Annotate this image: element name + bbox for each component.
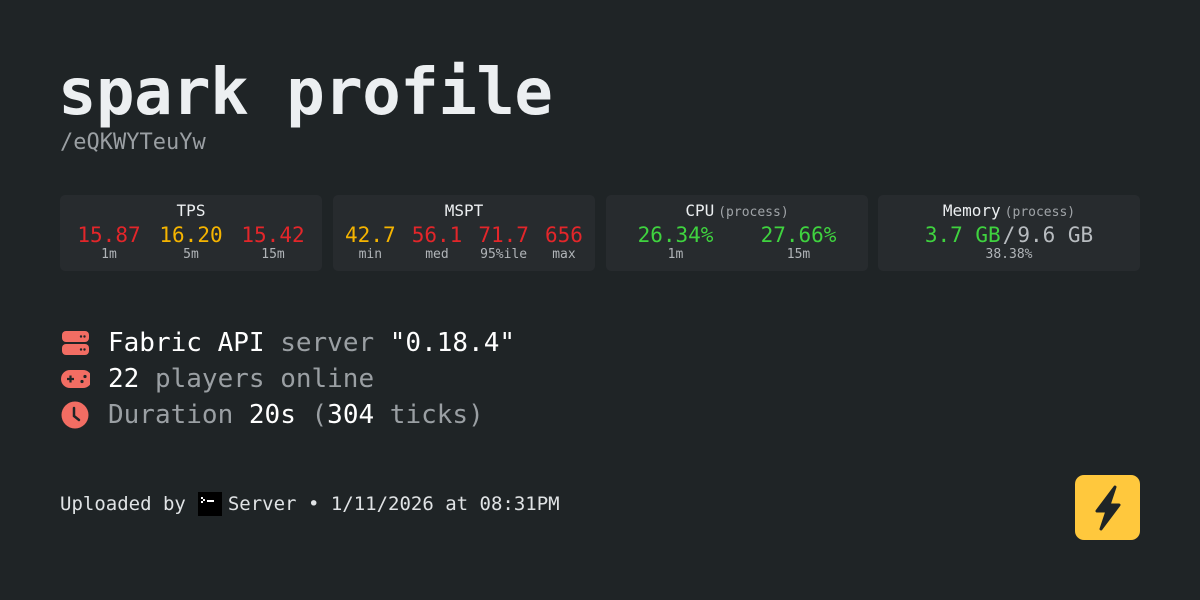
uploaded-by-label: Uploaded by (60, 493, 186, 515)
ticks-suffix: ticks) (389, 400, 484, 430)
profile-id: /eQKWYTeuYw (60, 130, 206, 155)
mspt-card: MSPT 42.7 min 56.1 med 71.7 95%ile 656 max (333, 195, 595, 271)
cpu-1m-value: 26.34% (637, 223, 714, 247)
cpu-15m-value: 27.66% (760, 223, 837, 247)
tps-1m-label: 1m (101, 247, 117, 262)
memory-card: Memory (process) 3.7 GB/9.6 GB 38.38% (878, 195, 1140, 271)
mspt-min-value: 42.7 (345, 223, 396, 247)
platform-line: Fabric API server "0.18.4" (60, 326, 515, 360)
memory-title: Memory (942, 201, 1001, 220)
clock-icon (61, 401, 89, 429)
mspt-med-value: 56.1 (411, 223, 463, 247)
duration-line: Duration 20s (304 ticks) (60, 398, 484, 432)
tps-title: TPS (176, 201, 206, 220)
ticks-open-paren: ( (311, 400, 328, 430)
footer-separator: • (307, 493, 320, 515)
cpu-15m-label: 15m (786, 247, 811, 262)
terminal-avatar-icon (197, 492, 222, 516)
server-icon (62, 331, 89, 355)
duration-label: Duration (108, 400, 234, 430)
server-word: server (280, 328, 375, 358)
platform-name: Fabric API (108, 328, 265, 358)
ticks-value: 304 (327, 400, 375, 430)
cpu-card: CPU (process) 26.34% 1m 27.66% 15m (606, 195, 868, 271)
tps-15m-label: 15m (261, 247, 285, 262)
tps-card: TPS 15.87 1m 16.20 5m 15.42 15m (60, 195, 322, 271)
tps-1m-value: 15.87 (77, 223, 141, 247)
cpu-1m-label: 1m (667, 247, 684, 262)
memory-percent: 38.38% (985, 247, 1033, 262)
tps-5m-value: 16.20 (159, 223, 223, 247)
mspt-95-value: 71.7 (478, 223, 529, 247)
duration-value: 20s (248, 400, 296, 430)
tps-5m-label: 5m (183, 247, 199, 262)
uploader-name: Server (227, 493, 297, 515)
mspt-max-value: 656 (545, 223, 583, 247)
upload-date: 1/11/2026 at 08:31PM (330, 493, 560, 515)
gamepad-icon (61, 370, 90, 388)
platform-version: "0.18.4" (389, 328, 516, 358)
tps-15m-value: 15.42 (241, 223, 305, 247)
memory-used: 3.7 GB (924, 223, 1001, 247)
player-count: 22 (108, 364, 140, 394)
cpu-qualifier: (process) (718, 205, 789, 220)
mspt-min-label: min (358, 247, 383, 262)
page-title: spark profile (58, 56, 553, 130)
mspt-max-label: max (552, 247, 576, 262)
memory-qualifier: (process) (1004, 205, 1076, 220)
memory-separator: / (1002, 223, 1016, 247)
players-line: 22 players online (60, 362, 374, 396)
players-suffix: players online (154, 364, 375, 394)
spark-logo (1075, 475, 1140, 540)
lightning-bolt-icon (1095, 485, 1120, 530)
mspt-title: MSPT (444, 201, 484, 220)
cpu-title: CPU (685, 201, 715, 220)
mspt-med-label: med (425, 247, 449, 262)
upload-info: Uploaded by Server • 1/11/2026 at 08:31P… (60, 492, 560, 516)
memory-total: 9.6 GB (1017, 223, 1094, 247)
mspt-95-label: 95%ile (480, 247, 528, 262)
